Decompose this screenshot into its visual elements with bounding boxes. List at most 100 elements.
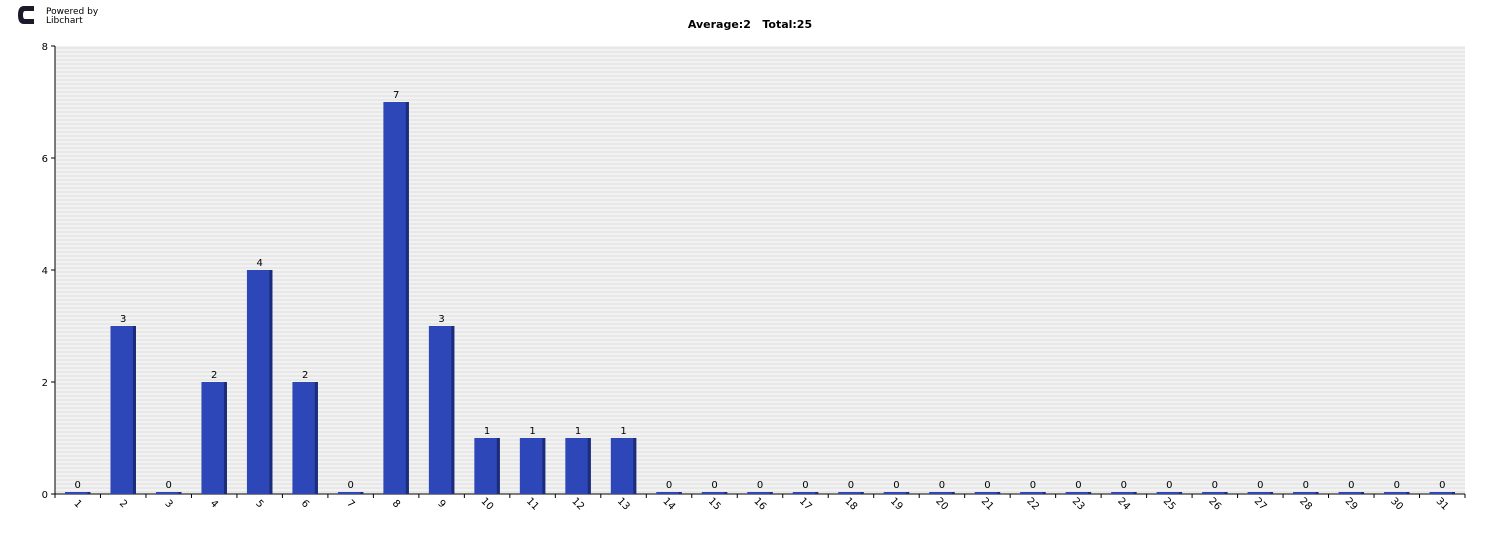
x-tick-label: 1 bbox=[71, 498, 83, 510]
y-tick-label: 0 bbox=[42, 490, 48, 501]
x-tick-label: 7 bbox=[344, 498, 356, 510]
bar bbox=[1338, 492, 1365, 494]
bar-shade bbox=[178, 492, 182, 494]
bar-shade bbox=[542, 438, 546, 494]
x-tick-label: 14 bbox=[660, 496, 677, 513]
bar-shade bbox=[223, 382, 227, 494]
bar-shade bbox=[1133, 492, 1137, 494]
bar-shade bbox=[633, 438, 637, 494]
bar-shade bbox=[951, 492, 955, 494]
libchart-logo: Powered by Libchart bbox=[18, 6, 99, 26]
x-tick-label: 29 bbox=[1343, 496, 1360, 513]
bar-shade bbox=[87, 492, 91, 494]
bar-value-label: 0 bbox=[347, 480, 353, 491]
branding-line2: Libchart bbox=[46, 16, 83, 26]
bar-value-label: 0 bbox=[1121, 480, 1127, 491]
bar bbox=[701, 492, 728, 494]
bar bbox=[65, 492, 91, 494]
bar-value-label: 0 bbox=[711, 480, 717, 491]
x-tick-label: 4 bbox=[208, 498, 220, 510]
bar-value-label: 0 bbox=[757, 480, 763, 491]
bar bbox=[883, 492, 910, 494]
bar bbox=[1293, 492, 1319, 494]
bar-value-label: 0 bbox=[802, 480, 808, 491]
x-tick-label: 21 bbox=[979, 496, 996, 513]
plot-area: 0246801320324452607783911011111211301401… bbox=[42, 42, 1466, 513]
x-tick-label: 23 bbox=[1070, 496, 1087, 513]
bar bbox=[1065, 492, 1092, 494]
bar-value-label: 0 bbox=[1212, 480, 1218, 491]
bar bbox=[201, 382, 227, 494]
bar-value-label: 4 bbox=[256, 258, 262, 269]
bar-value-label: 0 bbox=[984, 480, 990, 491]
x-tick-label: 6 bbox=[299, 498, 311, 510]
bar bbox=[383, 102, 409, 494]
bar-value-label: 2 bbox=[211, 370, 217, 381]
x-tick-label: 19 bbox=[888, 496, 905, 513]
bar-shade bbox=[451, 326, 455, 494]
x-tick-label: 31 bbox=[1434, 496, 1451, 513]
bar bbox=[1202, 492, 1228, 494]
x-tick-label: 26 bbox=[1206, 496, 1223, 513]
bar-shade bbox=[405, 102, 409, 494]
bar bbox=[474, 438, 500, 494]
y-tick-label: 2 bbox=[42, 378, 48, 389]
bar-shade bbox=[360, 492, 364, 494]
bar-value-label: 1 bbox=[575, 426, 581, 437]
bar bbox=[1020, 492, 1046, 494]
bar-value-label: 0 bbox=[848, 480, 854, 491]
x-tick-label: 2 bbox=[117, 498, 129, 510]
bar bbox=[1429, 492, 1455, 494]
x-tick-label: 25 bbox=[1161, 496, 1178, 513]
bar-value-label: 3 bbox=[438, 314, 444, 325]
x-tick-label: 30 bbox=[1388, 496, 1405, 513]
bar-value-label: 2 bbox=[302, 370, 308, 381]
y-tick-label: 4 bbox=[42, 266, 48, 277]
bar-shade bbox=[906, 492, 910, 494]
bar-value-label: 0 bbox=[939, 480, 945, 491]
plot-background bbox=[55, 46, 1465, 494]
bar-value-label: 1 bbox=[529, 426, 535, 437]
x-tick-label: 12 bbox=[569, 496, 586, 513]
bar bbox=[747, 492, 773, 494]
x-tick-label: 3 bbox=[162, 498, 174, 510]
bar bbox=[155, 492, 182, 494]
x-tick-label: 20 bbox=[933, 496, 950, 513]
bar bbox=[656, 492, 682, 494]
bar-value-label: 0 bbox=[893, 480, 899, 491]
y-tick-label: 8 bbox=[42, 42, 48, 53]
bar-shade bbox=[314, 382, 318, 494]
bar-shade bbox=[132, 326, 136, 494]
bar bbox=[1247, 492, 1274, 494]
bar bbox=[610, 438, 637, 494]
bar-value-label: 7 bbox=[393, 90, 399, 101]
bar-shade bbox=[997, 492, 1001, 494]
x-tick-label: 10 bbox=[478, 496, 495, 513]
branding-line1: Powered by bbox=[46, 7, 99, 17]
bar-shade bbox=[678, 492, 682, 494]
bar-value-label: 0 bbox=[1030, 480, 1036, 491]
bar bbox=[519, 438, 546, 494]
bar-shade bbox=[724, 492, 728, 494]
bar-value-label: 0 bbox=[1348, 480, 1354, 491]
x-tick-label: 17 bbox=[797, 496, 814, 513]
x-tick-label: 8 bbox=[390, 498, 402, 510]
bar-value-label: 0 bbox=[1257, 480, 1263, 491]
bar bbox=[565, 438, 591, 494]
bar bbox=[1156, 492, 1183, 494]
bar-value-label: 1 bbox=[620, 426, 626, 437]
bar-shade bbox=[496, 438, 500, 494]
bar bbox=[1384, 492, 1410, 494]
bar-shade bbox=[1270, 492, 1274, 494]
bar bbox=[428, 326, 455, 494]
bar-value-label: 0 bbox=[1075, 480, 1081, 491]
x-tick-label: 5 bbox=[253, 498, 265, 510]
bar bbox=[337, 492, 364, 494]
x-tick-label: 13 bbox=[615, 496, 632, 513]
x-tick-label: 11 bbox=[524, 496, 541, 513]
bar-value-label: 1 bbox=[484, 426, 490, 437]
bar bbox=[929, 492, 955, 494]
libchart-logo-icon bbox=[18, 6, 34, 24]
bar-value-label: 0 bbox=[1394, 480, 1400, 491]
bar-value-label: 0 bbox=[166, 480, 172, 491]
